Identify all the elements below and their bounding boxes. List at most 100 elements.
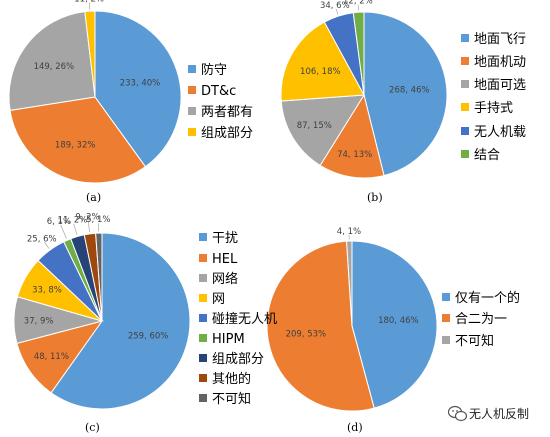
legend-swatch bbox=[199, 294, 207, 302]
legend-swatch bbox=[188, 128, 196, 136]
legend-label: 合二为一 bbox=[455, 312, 507, 327]
legend-swatch bbox=[199, 254, 207, 262]
legend-swatch bbox=[199, 374, 207, 382]
pie-data-label: 48, 11% bbox=[34, 352, 69, 362]
pie-data-label: 11, 2% bbox=[74, 0, 104, 4]
legend-label: 地面飞行 bbox=[474, 32, 526, 47]
pie-panel-b: 268, 46% 74, 13% 87, 15% 106, 18% 34, 6%12, … bbox=[280, 0, 448, 179]
legend-label: 碰撞无人机 bbox=[212, 312, 277, 327]
legend-swatch bbox=[461, 57, 469, 65]
legend-label: 仅有一个的 bbox=[455, 290, 520, 306]
legend-label: 手持式 bbox=[474, 101, 513, 116]
pie-panel-a: 233, 40% 189, 32% 149, 26% 11, 2% bbox=[8, 0, 182, 184]
legend-swatch bbox=[461, 103, 469, 111]
pie-data-label: 34, 6% bbox=[320, 1, 350, 11]
pie-slice bbox=[346, 240, 353, 327]
pie-data-label: 259, 60% bbox=[128, 332, 169, 342]
legend-label: 防守 bbox=[201, 62, 227, 78]
pie-data-label: 4, 1% bbox=[337, 227, 361, 237]
legend-swatch bbox=[461, 80, 469, 88]
legend-label: 组成部分 bbox=[201, 126, 253, 141]
pie-data-label: 233, 40% bbox=[120, 78, 161, 88]
legend-label: 网 bbox=[212, 292, 225, 307]
legend-label: 不可知 bbox=[455, 333, 494, 349]
pie-data-label: 6, 1% bbox=[47, 217, 71, 227]
legend-swatch bbox=[188, 65, 196, 73]
legend-swatch bbox=[188, 86, 196, 94]
pie-data-label: 5, 1% bbox=[86, 215, 110, 225]
legend-c: 干扰 HEL 网络 网 碰撞无人机 HIPM 组成部分 其他的 不可知 bbox=[199, 231, 277, 407]
legend-swatch bbox=[199, 314, 207, 322]
wechat-icon bbox=[447, 405, 468, 422]
pie-data-label: 149, 26% bbox=[34, 62, 75, 72]
pie-slice bbox=[95, 232, 103, 322]
pie-slice bbox=[363, 11, 448, 177]
pie-data-label: 74, 13% bbox=[337, 150, 372, 160]
pie-data-label: 11, 2% bbox=[58, 216, 88, 226]
legend-label: DT&c bbox=[201, 84, 236, 99]
pie-slice bbox=[351, 240, 438, 409]
pie-slice bbox=[50, 232, 191, 410]
leader-line bbox=[60, 224, 67, 239]
legend-label: 地面机动 bbox=[474, 55, 526, 70]
pie-slice bbox=[319, 93, 385, 179]
leader-line bbox=[335, 8, 339, 15]
legend-swatch bbox=[199, 394, 207, 402]
legend-label: 地面可选 bbox=[474, 78, 526, 93]
pie-data-label: 268, 46% bbox=[389, 85, 430, 95]
pie-slice bbox=[9, 96, 147, 184]
caption-a: (a) bbox=[86, 191, 101, 204]
leader-line bbox=[87, 220, 91, 233]
pie-slice bbox=[84, 10, 96, 98]
legend-label: 组成部分 bbox=[212, 352, 264, 367]
legend-label: 干扰 bbox=[212, 231, 238, 246]
legend-swatch bbox=[442, 314, 450, 322]
caption-b: (b) bbox=[367, 191, 383, 204]
watermark: 无人机反制 bbox=[447, 405, 529, 422]
watermark-text: 无人机反制 bbox=[469, 407, 529, 421]
pie-data-label: 209, 53% bbox=[286, 330, 327, 340]
pie-data-label: 9, 2% bbox=[75, 212, 99, 222]
legend-swatch bbox=[199, 274, 207, 282]
pie-data-label: 106, 18% bbox=[300, 67, 341, 77]
legend-swatch bbox=[442, 336, 450, 344]
legend-label: HIPM bbox=[212, 332, 245, 347]
legend-swatch bbox=[199, 334, 207, 342]
legend-label: 两者都有 bbox=[201, 105, 253, 120]
pie-data-label: 180, 46% bbox=[378, 316, 419, 326]
pie-panel-d: 180, 46% 209, 53% 4, 1% bbox=[266, 227, 438, 412]
pie-data-label: 87, 15% bbox=[297, 121, 332, 131]
legend-label: 结合 bbox=[474, 148, 500, 163]
legend-label: 网络 bbox=[212, 271, 238, 287]
legend-d: 仅有一个的 合二为一 不可知 bbox=[442, 290, 520, 349]
pie-slice bbox=[8, 11, 96, 111]
leader-line bbox=[44, 241, 50, 249]
pie-slice bbox=[280, 94, 365, 167]
legend-a: 防守 DT&c 两者都有 组成部分 bbox=[188, 62, 253, 141]
pie-slice bbox=[266, 240, 375, 412]
pie-data-label: 25, 6% bbox=[27, 235, 57, 245]
pie-data-label: 37, 9% bbox=[24, 316, 54, 326]
legend-swatch bbox=[199, 354, 207, 362]
legend-b: 地面飞行 地面机动 地面可选 手持式 无人机载 结合 bbox=[461, 32, 526, 163]
caption-d: (d) bbox=[347, 421, 363, 434]
legend-swatch bbox=[442, 293, 450, 301]
pie-data-label: 33, 8% bbox=[32, 286, 62, 296]
legend-swatch bbox=[461, 127, 469, 135]
legend-swatch bbox=[461, 34, 469, 42]
legend-label: 其他的 bbox=[212, 371, 251, 387]
pie-slice bbox=[352, 11, 365, 96]
pie-slice bbox=[280, 21, 365, 102]
legend-label: 不可知 bbox=[212, 391, 251, 407]
legend-label: 无人机载 bbox=[474, 125, 526, 140]
pie-data-label: 189, 32% bbox=[55, 141, 96, 151]
pie-slice bbox=[94, 10, 182, 168]
leader-line bbox=[73, 223, 78, 235]
legend-swatch bbox=[461, 150, 469, 158]
caption-c: (c) bbox=[85, 421, 100, 434]
legend-swatch bbox=[199, 233, 207, 241]
legend-label: HEL bbox=[212, 252, 238, 267]
pie-panel-c: 259, 60% 48, 11% 37, 9% 33, 8% 25, 6% 6, 1%11… bbox=[13, 212, 191, 410]
pie-data-label: 12, 2% bbox=[343, 0, 373, 7]
